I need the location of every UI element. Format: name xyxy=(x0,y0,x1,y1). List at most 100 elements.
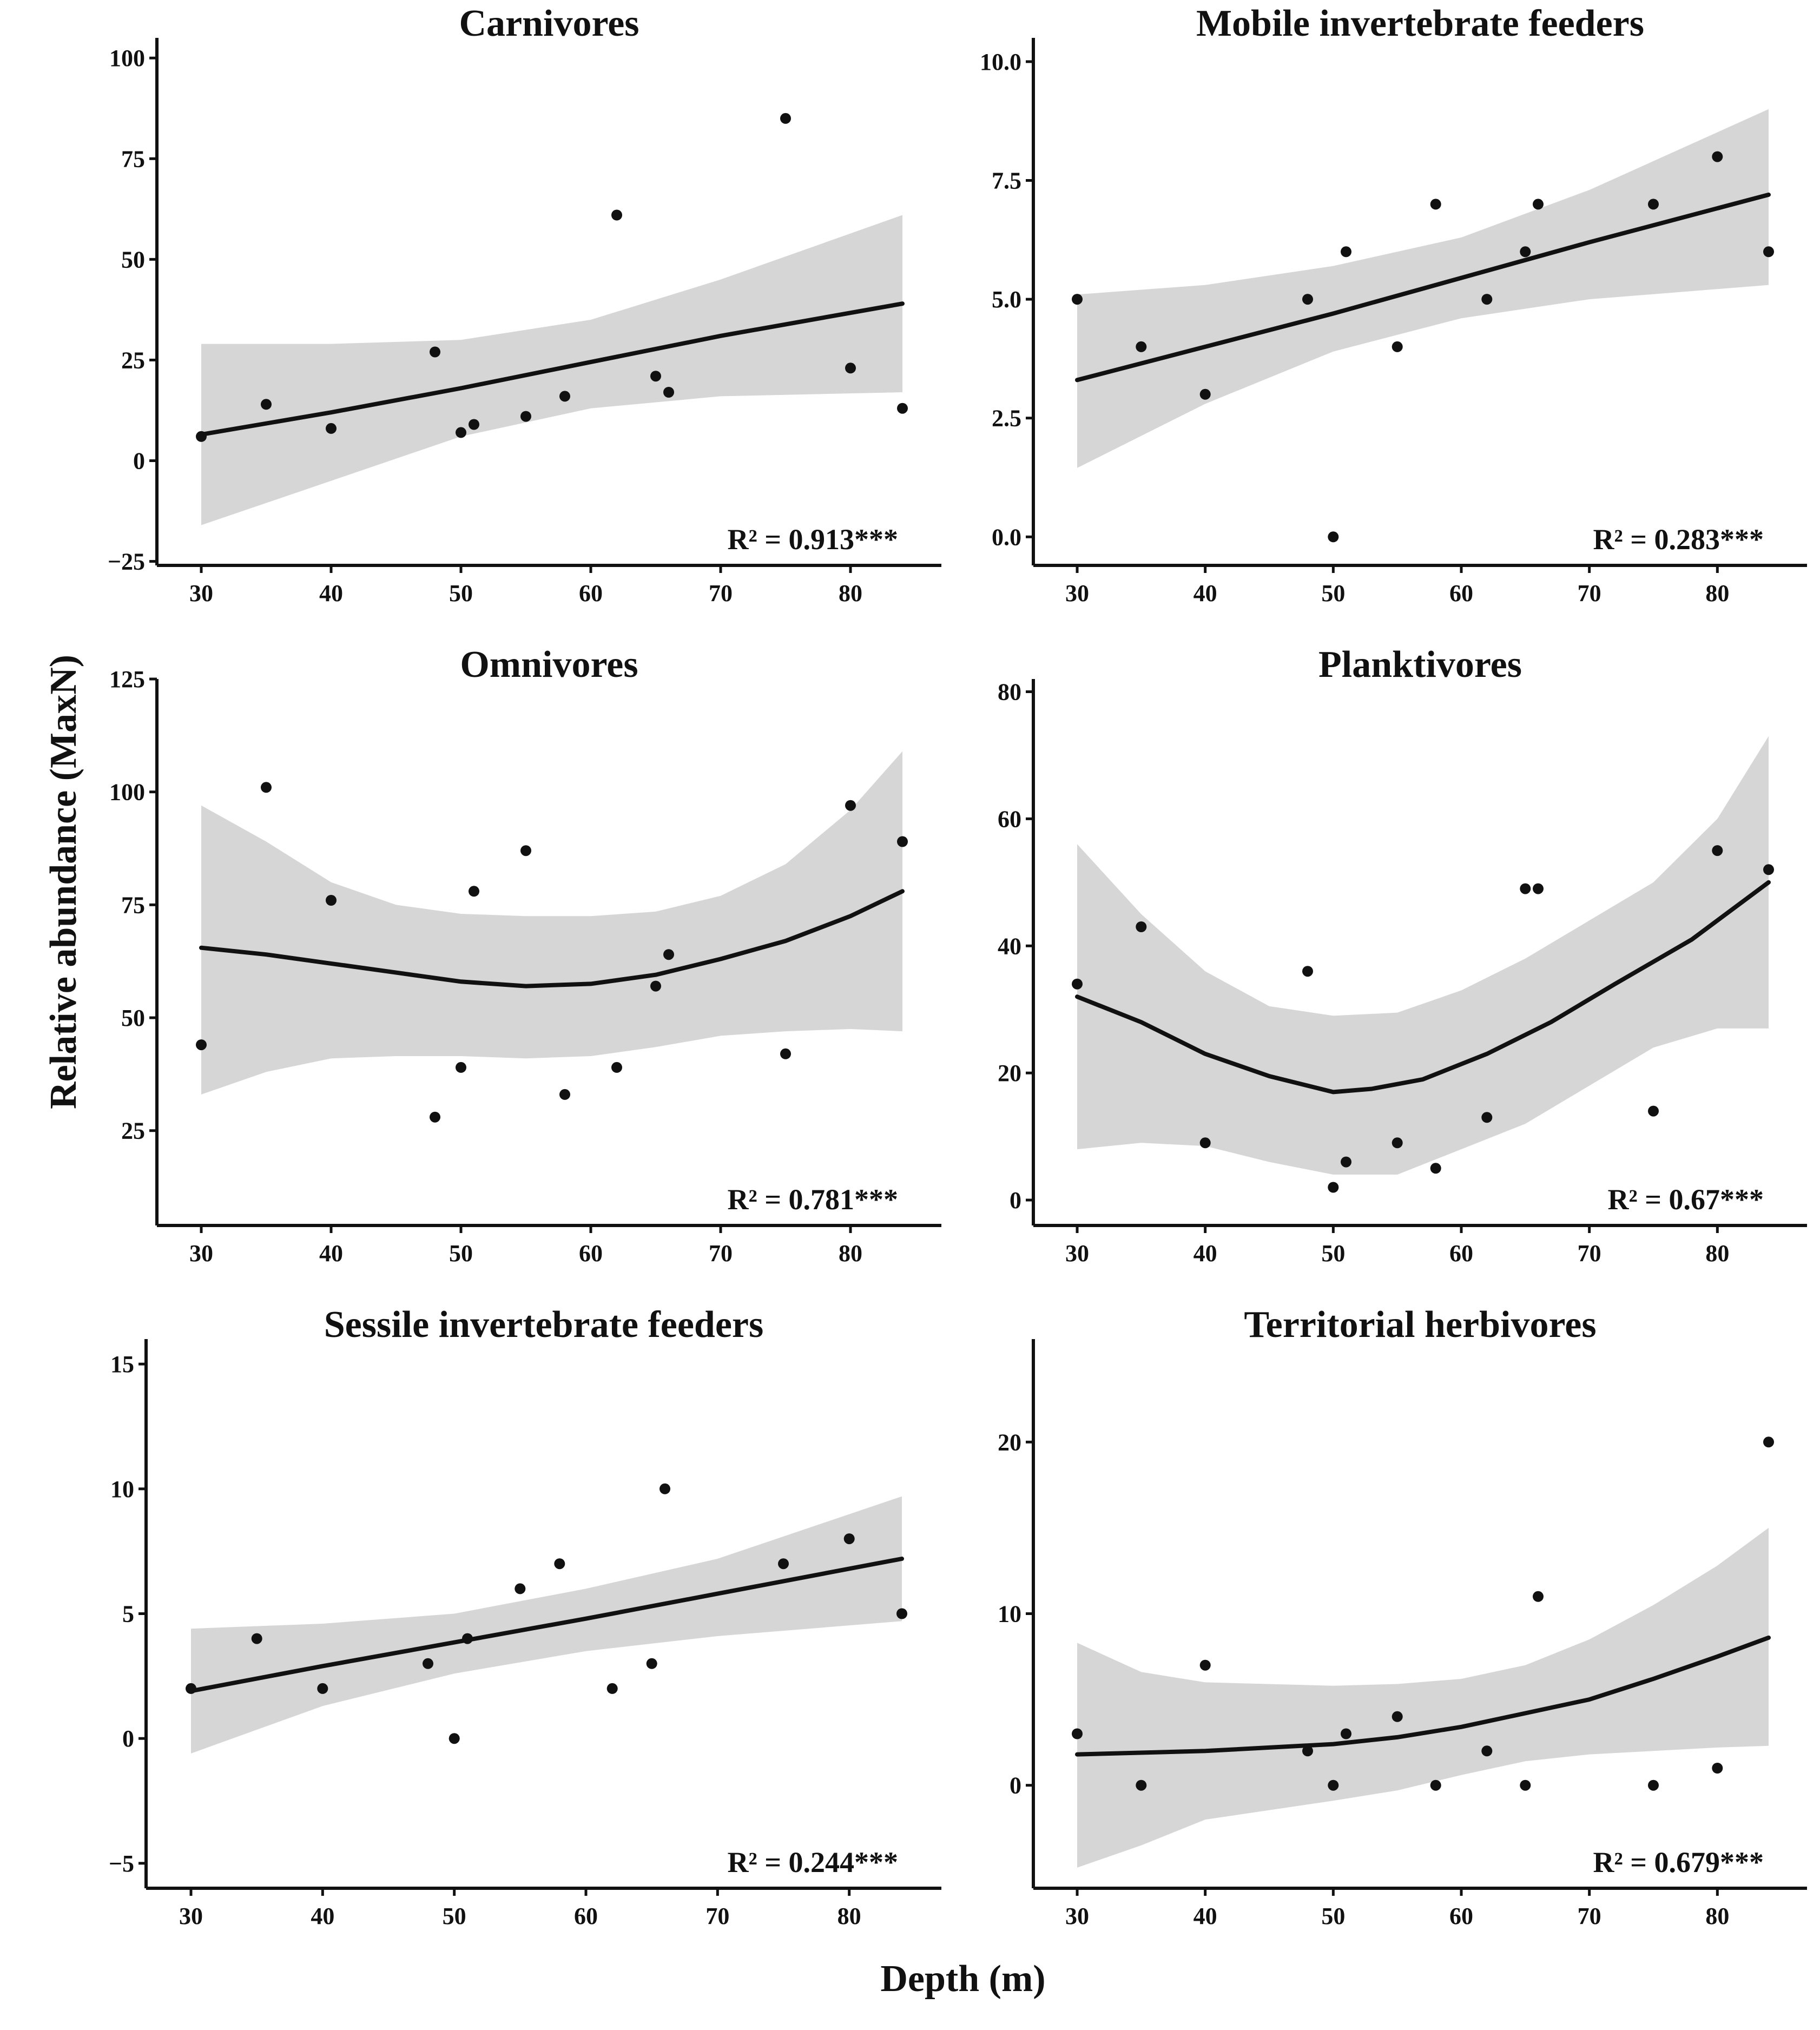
x-tick-label: 50 xyxy=(1321,580,1345,607)
data-point xyxy=(845,800,856,811)
data-point xyxy=(1533,883,1544,894)
x-tick-label: 80 xyxy=(1705,1240,1729,1267)
y-tick-label: 2.5 xyxy=(992,405,1021,432)
data-point xyxy=(449,1733,460,1744)
y-tick-label: −25 xyxy=(108,549,145,575)
y-tick-label: 50 xyxy=(121,246,145,273)
data-point xyxy=(843,1533,855,1545)
data-point xyxy=(196,431,207,442)
r-squared-label: R² = 0.283*** xyxy=(1593,523,1764,556)
data-point xyxy=(1072,1728,1083,1739)
y-tick-label: 20 xyxy=(998,1429,1021,1455)
data-point xyxy=(1136,921,1147,932)
fit-line xyxy=(199,889,905,988)
r-squared-label: R² = 0.781*** xyxy=(728,1183,898,1216)
data-point xyxy=(650,980,661,992)
data-point xyxy=(326,423,337,434)
confidence-band xyxy=(1077,1527,1769,1868)
y-tick-label: 60 xyxy=(998,806,1021,832)
y-tick-label: −5 xyxy=(109,1850,134,1877)
y-tick-label: 100 xyxy=(109,45,145,71)
x-tick-label: 40 xyxy=(311,1903,334,1929)
data-point xyxy=(650,371,661,382)
data-point xyxy=(1199,1137,1211,1149)
x-tick-label: 60 xyxy=(1449,1903,1473,1929)
x-tick-label: 80 xyxy=(839,580,862,607)
fit-line xyxy=(1075,880,1771,1095)
data-point xyxy=(1392,341,1403,352)
chart-panel-3: 25 50 75 100 125 30 40 50 60 70 80 Omnivores R² = 0.… xyxy=(109,644,941,1267)
data-point xyxy=(456,427,466,438)
x-tick-label: 30 xyxy=(1065,1240,1089,1267)
y-tick-label: 15 xyxy=(110,1351,134,1377)
y-tick-label: 80 xyxy=(998,678,1021,705)
x-tick-label: 70 xyxy=(709,580,733,607)
data-point xyxy=(1481,294,1493,305)
data-point xyxy=(1533,1591,1544,1602)
panel-title: Territorial herbivores xyxy=(1244,1304,1596,1346)
data-point xyxy=(897,403,908,414)
data-point xyxy=(1430,1163,1441,1174)
y-tick-label: 10 xyxy=(998,1601,1021,1627)
panel-title: Carnivores xyxy=(459,3,639,44)
data-point xyxy=(1341,246,1351,258)
y-tick-label: 0 xyxy=(1010,1772,1021,1799)
r-squared-label: R² = 0.913*** xyxy=(728,523,898,556)
data-point xyxy=(559,391,570,402)
data-point xyxy=(1712,1763,1723,1774)
x-tick-label: 30 xyxy=(189,580,213,607)
fit-line xyxy=(189,1557,904,1693)
data-point xyxy=(1136,341,1147,352)
data-point xyxy=(251,1633,262,1644)
data-point xyxy=(1520,246,1531,258)
data-point xyxy=(430,346,440,358)
data-point xyxy=(261,399,272,410)
x-tick-label: 70 xyxy=(709,1240,733,1267)
data-point xyxy=(423,1658,433,1669)
x-tick-label: 50 xyxy=(449,580,473,607)
y-tick-label: 50 xyxy=(121,1005,145,1031)
data-point xyxy=(456,1062,466,1073)
data-point xyxy=(660,1483,670,1494)
y-tick-label: 0 xyxy=(133,447,145,474)
data-point xyxy=(1648,199,1659,210)
y-tick-label: 5 xyxy=(122,1601,134,1627)
data-point xyxy=(897,836,908,847)
x-tick-label: 30 xyxy=(1065,1903,1089,1929)
data-point xyxy=(1648,1779,1659,1791)
x-tick-label: 80 xyxy=(1705,580,1729,607)
panel-title: Mobile invertebrate feeders xyxy=(1196,3,1644,44)
x-axis-title: Depth (m) xyxy=(880,1958,1045,2000)
fit-line xyxy=(199,301,905,437)
x-tick-label: 50 xyxy=(449,1240,473,1267)
data-point xyxy=(1136,1779,1147,1791)
fit-line xyxy=(1075,1635,1771,1757)
y-tick-label: 100 xyxy=(109,779,145,806)
chart-panel-2: 0.0 2.5 5.0 7.5 10.0 30 40 50 60 70 80 Mobile inver… xyxy=(980,3,1807,607)
confidence-band xyxy=(1077,736,1769,1175)
data-point xyxy=(520,845,531,856)
panel-title: Omnivores xyxy=(460,644,638,686)
x-tick-label: 50 xyxy=(1321,1903,1345,1929)
y-tick-label: 25 xyxy=(121,347,145,373)
x-tick-label: 60 xyxy=(1449,580,1473,607)
y-tick-label: 0 xyxy=(122,1725,134,1752)
y-axis-title: Relative abundance (MaxN) xyxy=(43,655,84,1109)
data-point xyxy=(1712,845,1723,856)
x-tick-label: 60 xyxy=(574,1903,598,1929)
data-point xyxy=(1712,151,1723,162)
data-point xyxy=(646,1658,657,1669)
x-tick-label: 50 xyxy=(1321,1240,1345,1267)
chart-panel-6: 0 10 20 30 40 50 60 70 80 Territorial herbivores R… xyxy=(998,1304,1807,1929)
data-point xyxy=(663,949,674,960)
data-point xyxy=(1763,1436,1774,1448)
r-squared-label: R² = 0.244*** xyxy=(728,1846,898,1879)
y-tick-label: 40 xyxy=(998,933,1021,959)
x-tick-label: 40 xyxy=(1193,1903,1217,1929)
r-squared-label: R² = 0.679*** xyxy=(1593,1846,1764,1879)
x-tick-label: 60 xyxy=(579,1240,603,1267)
x-tick-label: 70 xyxy=(1578,1240,1601,1267)
x-tick-label: 80 xyxy=(838,1903,861,1929)
